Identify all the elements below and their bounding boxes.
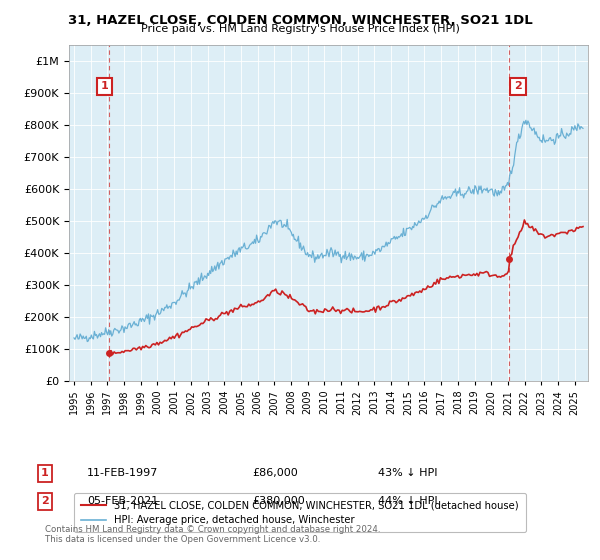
Text: 31, HAZEL CLOSE, COLDEN COMMON, WINCHESTER, SO21 1DL: 31, HAZEL CLOSE, COLDEN COMMON, WINCHEST… (68, 14, 532, 27)
Text: 2: 2 (41, 496, 49, 506)
Text: 05-FEB-2021: 05-FEB-2021 (87, 496, 158, 506)
Text: 11-FEB-1997: 11-FEB-1997 (87, 468, 158, 478)
Legend: 31, HAZEL CLOSE, COLDEN COMMON, WINCHESTER, SO21 1DL (detached house), HPI: Aver: 31, HAZEL CLOSE, COLDEN COMMON, WINCHEST… (74, 493, 526, 533)
Text: 44% ↓ HPI: 44% ↓ HPI (378, 496, 437, 506)
Text: 1: 1 (101, 81, 108, 91)
Text: 1: 1 (41, 468, 49, 478)
Text: Price paid vs. HM Land Registry's House Price Index (HPI): Price paid vs. HM Land Registry's House … (140, 24, 460, 34)
Text: 43% ↓ HPI: 43% ↓ HPI (378, 468, 437, 478)
Text: £86,000: £86,000 (252, 468, 298, 478)
Text: 2: 2 (514, 81, 521, 91)
Text: Contains HM Land Registry data © Crown copyright and database right 2024.
This d: Contains HM Land Registry data © Crown c… (45, 525, 380, 544)
Text: £380,000: £380,000 (252, 496, 305, 506)
